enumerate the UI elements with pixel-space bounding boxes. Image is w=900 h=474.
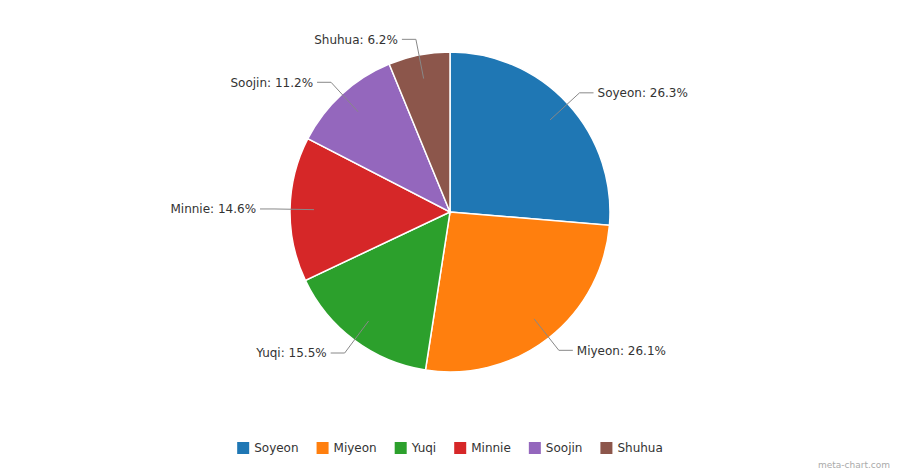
annotation: meta-chart.com — [818, 460, 890, 470]
legend-swatch — [600, 442, 612, 454]
legend-item: Miyeon — [317, 441, 377, 455]
legend-label: Soyeon — [254, 441, 298, 455]
leader-line — [331, 321, 369, 353]
legend-label: Yuqi — [411, 441, 437, 455]
leader-line — [550, 93, 593, 120]
legend-item: Yuqi — [395, 441, 437, 455]
slice — [389, 52, 450, 212]
data-labels: Soyeon: 26.3% Miyeon: 26.1% Yuqi: 15.5% Min… — [170, 33, 687, 361]
legend-label: Minnie — [471, 441, 511, 455]
legend-item: Shuhua — [600, 441, 662, 455]
leader-line — [402, 39, 424, 78]
slice — [450, 52, 610, 225]
data-label: Miyeon: 26.1% — [577, 344, 666, 358]
legend-swatch — [454, 442, 466, 454]
chart: Soyeon: 26.3% Miyeon: 26.1% Yuqi: 15.5% Min… — [0, 0, 900, 474]
leader-line — [534, 319, 573, 350]
leader-line — [317, 82, 358, 111]
legend: Soyeon Miyeon Yuqi Minnie Soojin Shuhua — [237, 441, 663, 455]
data-label: Soyeon: 26.3% — [598, 86, 688, 100]
legend-item: Minnie — [454, 441, 511, 455]
legend-label: Soojin — [546, 441, 583, 455]
data-label: Shuhua: 6.2% — [314, 33, 398, 47]
legend-item: Soyeon — [237, 441, 298, 455]
data-label: Soojin: 11.2% — [230, 75, 313, 89]
legend-label: Shuhua — [617, 441, 662, 455]
leader-line — [260, 208, 314, 210]
legend-swatch — [395, 442, 407, 454]
legend-swatch — [317, 442, 329, 454]
pie — [290, 52, 610, 372]
legend-item: Soojin — [529, 441, 583, 455]
legend-swatch — [237, 442, 249, 454]
data-label: Minnie: 14.6% — [170, 202, 256, 216]
legend-swatch — [529, 442, 541, 454]
data-label: Yuqi: 15.5% — [255, 346, 326, 360]
legend-label: Miyeon — [334, 441, 377, 455]
